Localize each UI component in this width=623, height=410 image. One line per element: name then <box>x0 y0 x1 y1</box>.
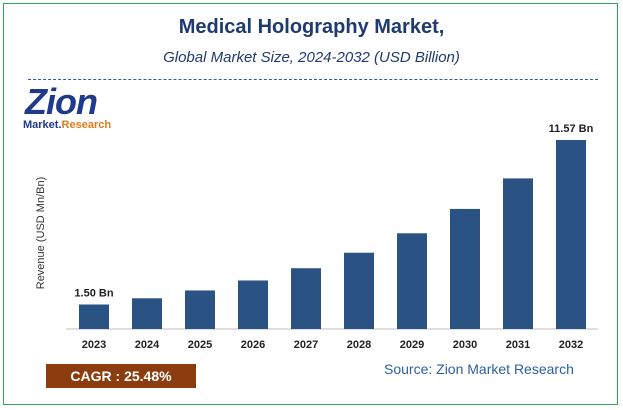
cagr-badge: CAGR : 25.48% <box>46 364 196 388</box>
bar-2028 <box>344 252 374 329</box>
x-tick-label: 2029 <box>400 339 424 351</box>
x-tick-label: 2032 <box>559 339 583 351</box>
x-tick-label: 2026 <box>241 339 265 351</box>
chart-subtitle: Global Market Size, 2024-2032 (USD Billi… <box>163 49 460 66</box>
x-tick-label: 2031 <box>506 339 530 351</box>
data-label: 11.57 Bn <box>549 123 594 135</box>
x-tick-label: 2025 <box>188 339 212 351</box>
bar-2025 <box>185 290 215 329</box>
zion-logo: Zion Market.Research <box>21 82 133 136</box>
bar-2023 <box>79 304 109 329</box>
bar-2032 <box>556 140 586 329</box>
bar-2027 <box>291 268 321 329</box>
bar-2029 <box>397 233 427 329</box>
logo-brand: Zion <box>25 81 98 122</box>
bar-2031 <box>503 178 533 329</box>
x-tick-label: 2024 <box>135 339 160 351</box>
logo-sub-research: Research <box>61 119 112 131</box>
bar-2030 <box>450 208 480 329</box>
x-tick-label: 2028 <box>347 339 371 351</box>
bars-group: 2023 1.50 Bn 2024 2025 2026 2027 2028 2029 2030 2… <box>74 123 593 351</box>
bar-2024 <box>132 298 162 329</box>
x-tick-label: 2030 <box>453 339 477 351</box>
source-text: Source: Zion Market Research <box>384 361 574 377</box>
logo-sub-market: Market. <box>23 119 62 131</box>
x-tick-label: 2023 <box>82 339 106 351</box>
logo-subtext: Market.Research <box>23 119 111 131</box>
y-axis-label: Revenue (USD Mn/Bn) <box>35 177 47 290</box>
data-label: 1.50 Bn <box>74 287 113 299</box>
x-tick-label: 2027 <box>294 339 318 351</box>
title-divider <box>28 79 598 80</box>
bar-2026 <box>238 280 268 329</box>
chart-title: Medical Holography Market, <box>178 16 445 38</box>
